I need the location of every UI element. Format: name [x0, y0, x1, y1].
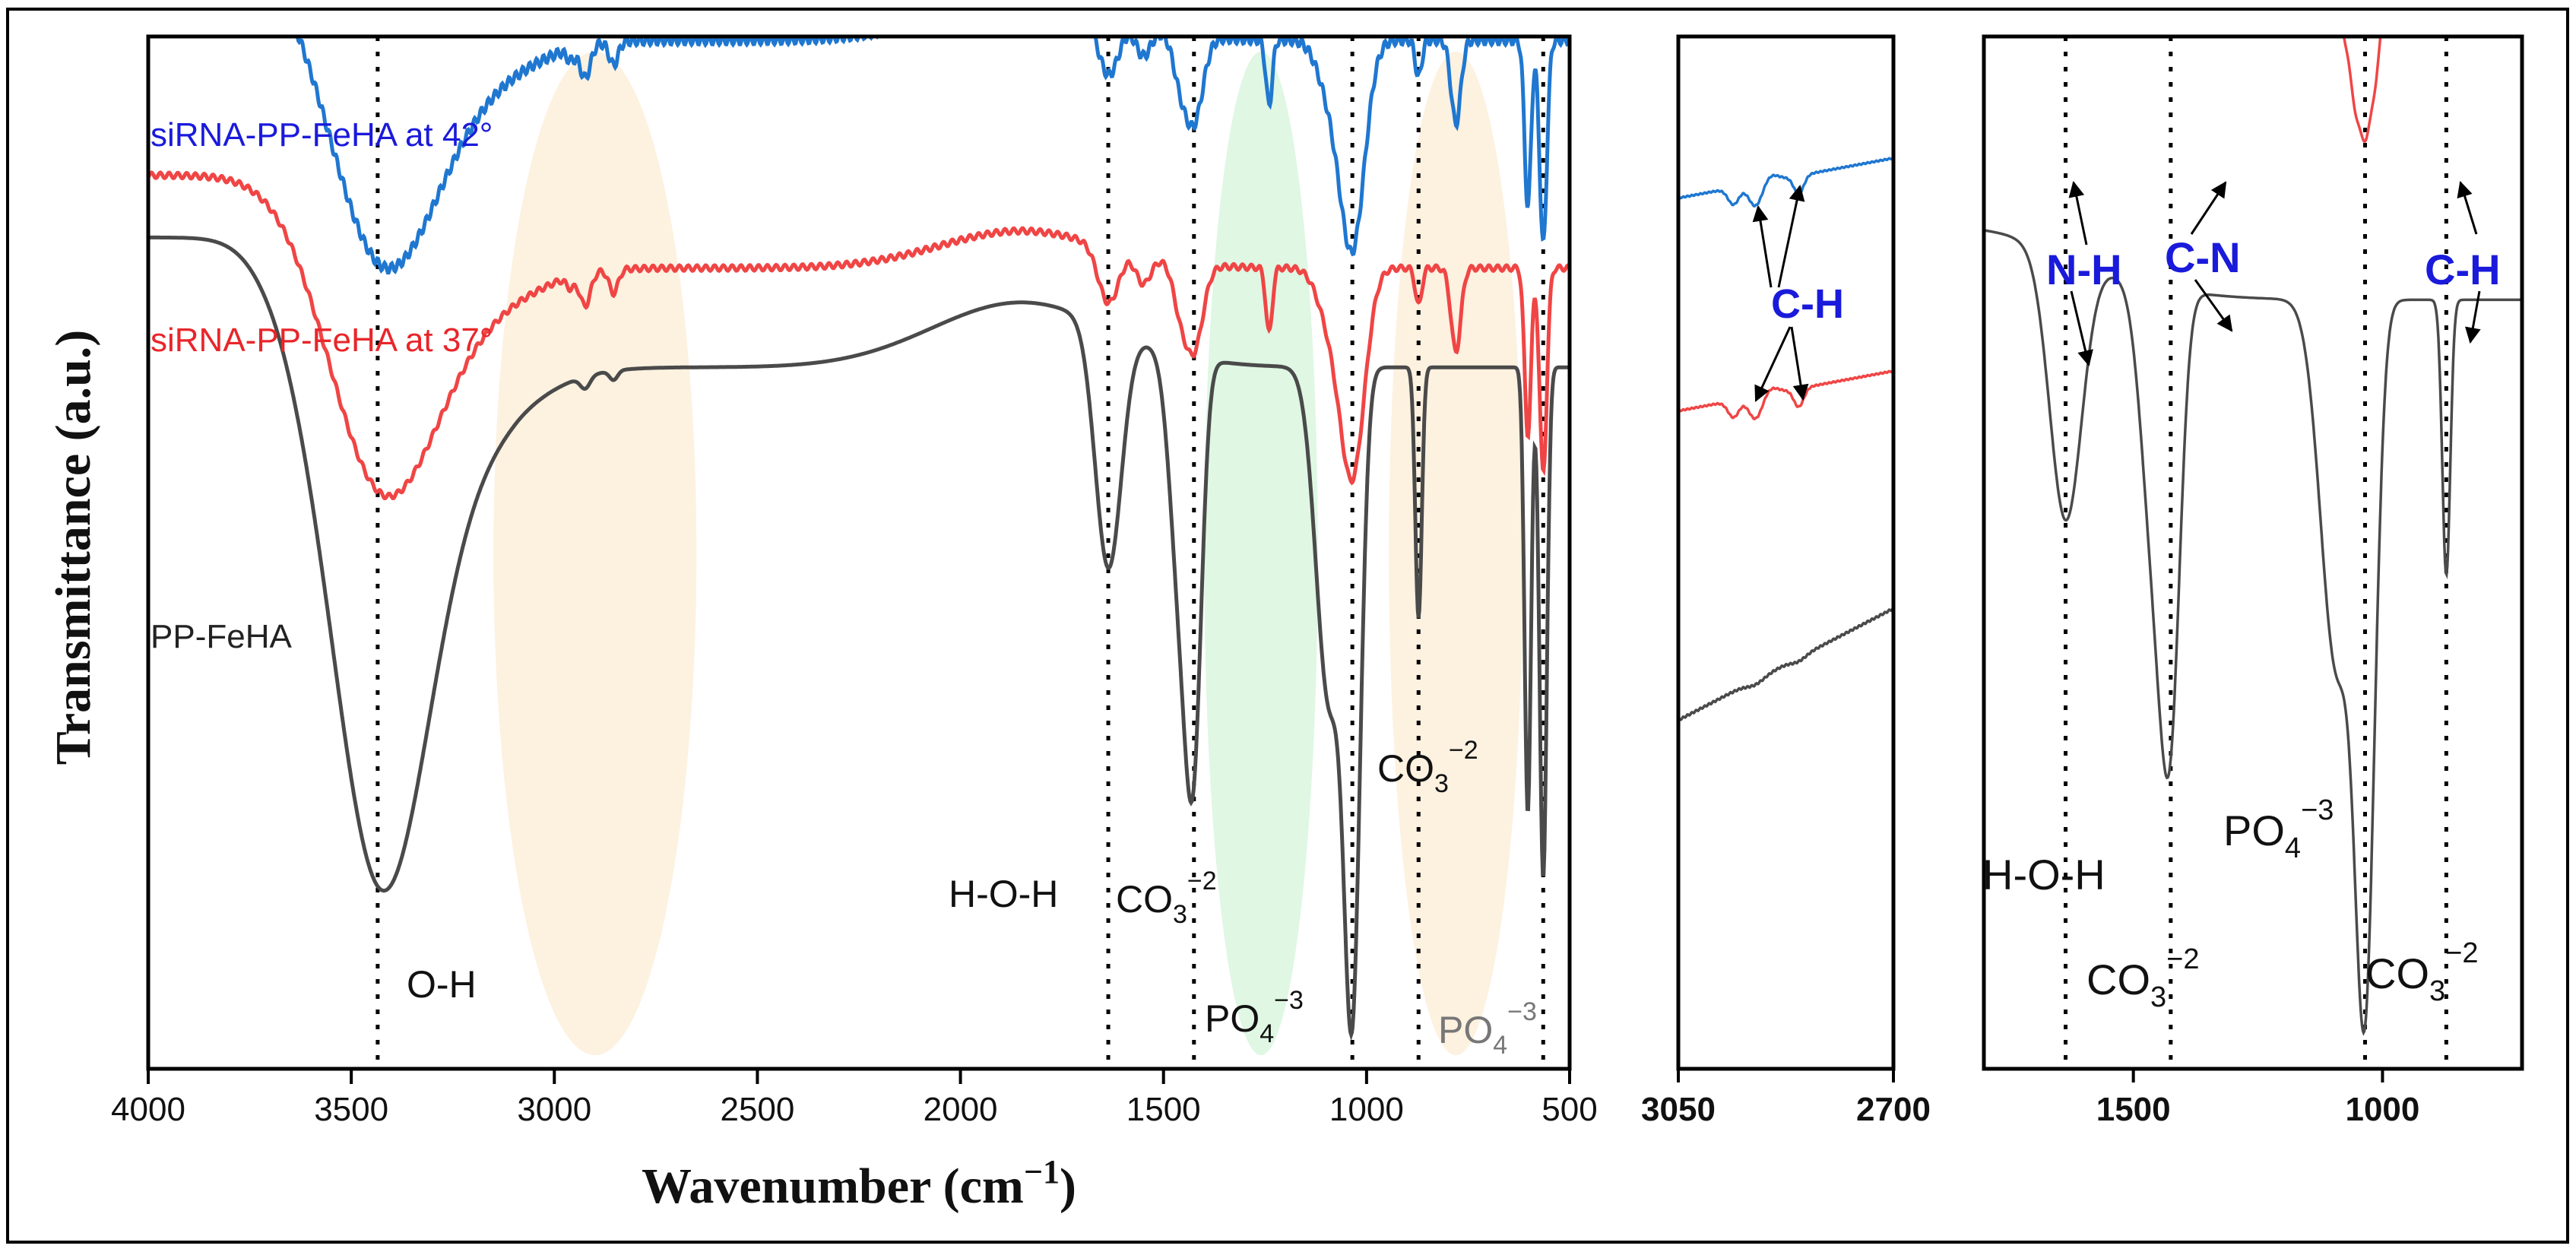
arrow-ch-4 — [1790, 326, 1809, 401]
series-label-37: siRNA-PP-FeHA at 37° — [151, 322, 493, 359]
annot-nh: N-H — [2046, 246, 2122, 293]
ch-tick-label-2700: 2700 — [1856, 1091, 1931, 1128]
ch-tick-label-3050: 3050 — [1641, 1091, 1716, 1128]
annot-oh: O-H — [407, 963, 477, 1006]
fp-plot-frame — [1982, 34, 2524, 1071]
annot-co3-b: CO3−2 — [1377, 736, 1478, 798]
y-axis-title: Transmittance (a.u.) — [46, 330, 101, 765]
highlight-band-1260 — [1204, 52, 1318, 1055]
annot-po4-fp: PO4−3 — [2223, 794, 2334, 864]
arrow-cn-up — [2190, 181, 2227, 235]
fp-tick-label-1500: 1500 — [2096, 1091, 2171, 1128]
main-tick-label-2500: 2500 — [720, 1091, 794, 1128]
figure-frame — [6, 8, 2569, 1244]
annot-co3-a: CO3−2 — [1116, 867, 1217, 929]
main-tick-label-2000: 2000 — [924, 1091, 998, 1128]
x-axis-title: Wavenumber (cm−1) — [642, 1153, 1076, 1214]
series-label-ppfeha: PP-FeHA — [151, 618, 292, 655]
highlight-band-780 — [1389, 52, 1523, 1055]
main-panel: 4000 3500 3000 2500 2000 1500 1000 500 siRNA-PP… — [111, 34, 1598, 1128]
main-plot-frame — [146, 34, 1572, 1071]
ch-plot-frame — [1676, 34, 1896, 1071]
main-tick-label-4000: 4000 — [111, 1091, 185, 1128]
fp-series-line-2 — [1984, 229, 2522, 1036]
arrow-ch-fp-up — [2457, 180, 2478, 235]
main-series-line-0 — [295, 36, 1570, 275]
annot-co3-fp-a: CO3−2 — [2086, 943, 2199, 1013]
main-series-line-1 — [148, 170, 1570, 501]
arrow-nh-down — [2070, 290, 2093, 367]
ch-series-line-2 — [1678, 606, 1893, 723]
fingerprint-zoom-panel: 1500 1000 N-H C-N C-H H-O-H CO3−2 PO4−3 C… — [1982, 34, 2524, 1128]
highlight-band-2900 — [493, 52, 697, 1055]
main-tick-label-1000: 1000 — [1329, 1091, 1404, 1128]
annot-ch-zoom: C-H — [1771, 281, 1844, 327]
annot-ch-fp: C-H — [2425, 246, 2501, 293]
fp-tick-label-1000: 1000 — [2345, 1091, 2419, 1128]
annot-hoh: H-O-H — [949, 873, 1058, 915]
arrow-ch-fp-down — [2464, 290, 2481, 344]
annot-hoh-fp: H-O-H — [1982, 851, 2105, 899]
main-tick-label-1500: 1500 — [1126, 1091, 1201, 1128]
main-tick-label-3000: 3000 — [517, 1091, 591, 1128]
arrow-ch-1 — [1752, 204, 1773, 288]
annot-po4-b: PO4−3 — [1438, 997, 1537, 1060]
main-tick-label-500: 500 — [1541, 1091, 1597, 1128]
ch-series-line-1 — [1678, 369, 1893, 421]
series-label-42: siRNA-PP-FeHA at 42° — [151, 116, 493, 154]
arrow-ch-3 — [1754, 326, 1792, 402]
arrow-nh-up — [2068, 180, 2088, 246]
ch-series-line-0 — [1678, 156, 1893, 208]
arrow-cn-down — [2194, 279, 2233, 332]
annot-cn: C-N — [2165, 233, 2241, 281]
annot-co3-fp-b: CO3−2 — [2365, 937, 2478, 1007]
annot-po4-a: PO4−3 — [1205, 986, 1304, 1048]
ch-zoom-panel: 3050 2700 C-H — [1641, 34, 1931, 1128]
main-tick-label-3500: 3500 — [314, 1091, 388, 1128]
main-series-line-2 — [148, 235, 1570, 1041]
arrow-ch-2 — [1777, 184, 1805, 288]
